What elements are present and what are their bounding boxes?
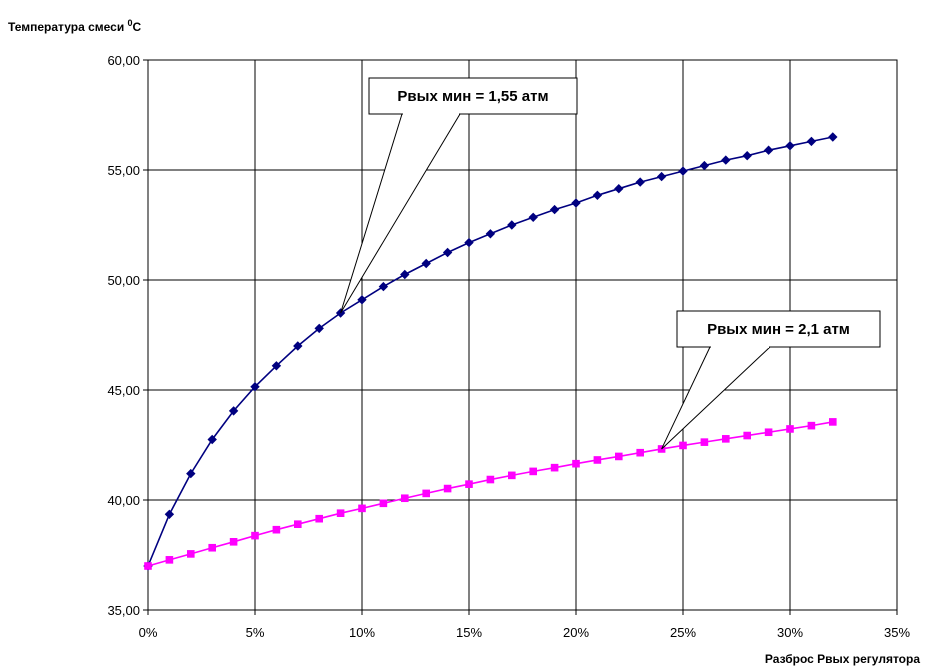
data-point (656, 171, 667, 182)
callout-label: Рвых мин = 1,55 атм (397, 88, 548, 105)
data-point (786, 425, 794, 433)
data-point (251, 531, 259, 540)
data-point (293, 341, 303, 351)
data-point (507, 220, 517, 230)
data-point (378, 281, 389, 292)
y-tick-label: 35,00 (107, 603, 140, 618)
data-point (358, 504, 366, 513)
data-point (742, 150, 752, 161)
data-point (165, 556, 174, 564)
series-1 (143, 132, 838, 571)
data-point (314, 323, 324, 334)
data-point (401, 494, 409, 503)
data-point (571, 198, 581, 208)
data-point (572, 459, 580, 468)
y-axis-title-superscript: 0 (127, 18, 133, 28)
x-tick-label: 0% (139, 625, 158, 640)
data-point (208, 543, 216, 552)
y-tick-label: 60,00 (107, 53, 140, 68)
data-point (636, 448, 644, 457)
data-point (421, 258, 431, 269)
x-tick-label: 35% (884, 625, 910, 640)
data-point (678, 166, 688, 176)
data-series (143, 132, 838, 571)
data-point (400, 269, 410, 280)
callout-pointer (340, 113, 461, 314)
data-point (464, 237, 474, 248)
series-2-line (147, 421, 833, 567)
callout-pointer (661, 346, 772, 450)
data-point (615, 452, 623, 461)
data-point (807, 421, 816, 430)
data-point (443, 484, 452, 493)
x-tick-label: 25% (670, 625, 696, 640)
data-point (828, 132, 838, 142)
callout-label: Рвых мин = 2,1 атм (707, 321, 850, 338)
data-point (722, 435, 730, 443)
plot-area-border (147, 59, 898, 611)
data-point (357, 295, 367, 305)
data-point (315, 514, 323, 523)
x-tick-label: 20% (563, 625, 589, 640)
data-point (508, 471, 516, 480)
callout-2: Рвых мин = 2,1 атм (661, 310, 881, 450)
data-point (592, 190, 603, 201)
data-point (700, 438, 709, 446)
data-point (550, 463, 559, 472)
callout-box (368, 77, 578, 115)
x-axis-title: Разброс Рвых регулятора (764, 652, 920, 666)
data-point (250, 381, 260, 392)
data-point (699, 160, 710, 171)
data-point (614, 183, 624, 194)
data-point (549, 204, 560, 215)
y-tick-label: 55,00 (107, 163, 140, 178)
x-tick-label: 30% (777, 625, 803, 640)
data-point (336, 509, 345, 517)
y-tick-label: 50,00 (107, 273, 140, 288)
data-point (721, 155, 731, 165)
data-point (465, 480, 473, 488)
data-point (422, 489, 430, 498)
data-point (485, 229, 496, 239)
data-point (763, 145, 774, 155)
data-point (144, 562, 152, 570)
data-point (271, 361, 282, 371)
series-2 (144, 418, 837, 570)
data-point (186, 468, 196, 479)
y-tick-label: 40,00 (107, 493, 140, 508)
y-axis-title-unit: С (132, 20, 142, 34)
y-tick-label: 45,00 (107, 383, 140, 398)
data-point (228, 406, 239, 416)
x-tick-label: 5% (246, 625, 265, 640)
data-point (294, 520, 302, 528)
data-point (379, 499, 388, 508)
data-point (806, 136, 817, 147)
tick-labels: 0% 5% 10% 15% 20% 25% 30% 35% 35,00 40,00 45,00 50,… (107, 53, 910, 640)
data-point (164, 509, 175, 520)
data-point (829, 418, 837, 426)
x-tick-label: 15% (456, 625, 482, 640)
y-axis-title: Температура смеси 0С (8, 18, 141, 34)
y-axis-title-text: Температура смеси (8, 20, 128, 34)
axes (143, 59, 898, 615)
data-point (593, 456, 602, 464)
data-point (635, 177, 645, 187)
data-point (486, 475, 495, 484)
data-point (528, 212, 538, 223)
callout-1: Рвых мин = 1,55 атм (340, 77, 578, 314)
data-point (272, 525, 281, 534)
data-point (529, 467, 537, 476)
callout-box (676, 310, 881, 348)
data-point (785, 141, 795, 151)
callouts: Рвых мин = 1,55 атм Рвых мин = 2,1 атм (340, 77, 881, 450)
data-point (679, 441, 687, 450)
data-point (764, 428, 773, 437)
data-point (229, 538, 238, 546)
x-tick-label: 10% (349, 625, 375, 640)
data-point (187, 550, 195, 558)
data-point (743, 431, 751, 440)
data-point (207, 434, 217, 445)
data-point (442, 247, 453, 258)
